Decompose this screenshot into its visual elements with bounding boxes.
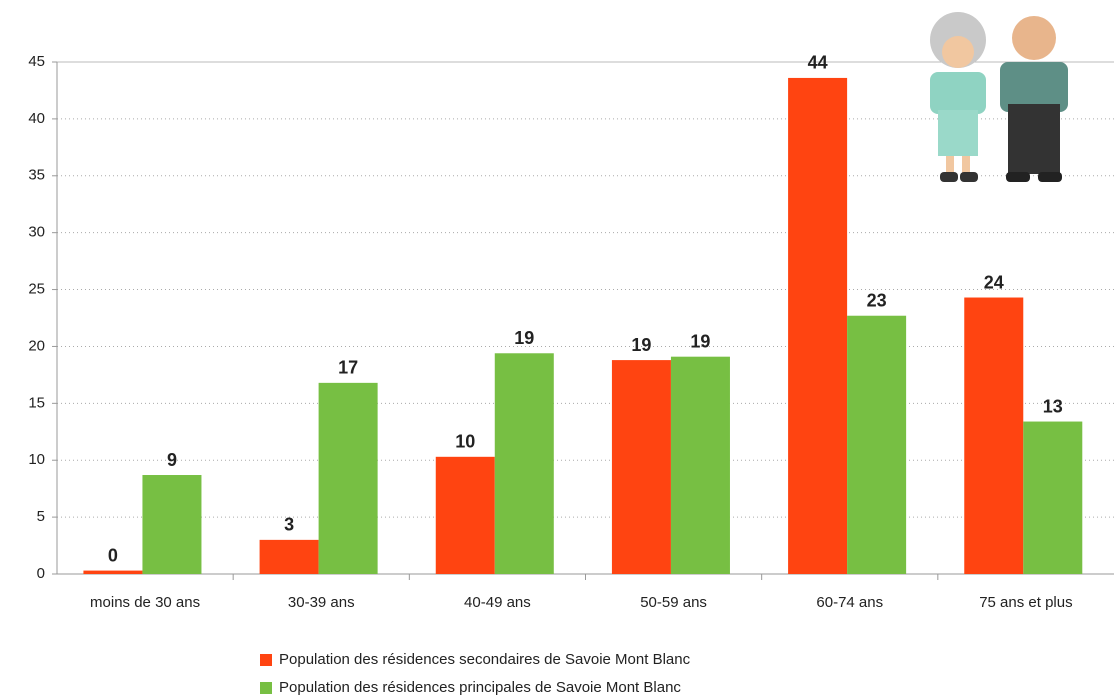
bar [318,382,378,574]
x-tick-label: 40-49 ans [464,594,531,611]
x-tick-label: 60-74 ans [816,594,883,611]
illustration [930,12,1068,182]
bar [964,297,1024,574]
value-label: 23 [867,290,887,310]
y-tick-label: 30 [28,224,45,241]
bar [259,539,319,574]
x-tick-label: moins de 30 ans [90,594,200,611]
bar [494,353,554,574]
bar [435,456,495,574]
value-label: 3 [284,515,294,535]
value-label: 19 [690,331,710,351]
value-label: 13 [1043,396,1063,416]
value-label: 17 [338,358,358,378]
y-tick-label: 25 [28,281,45,298]
y-tick-label: 40 [28,110,45,127]
y-tick-label: 20 [28,337,45,354]
value-label: 9 [167,450,177,470]
legend-swatch [260,654,272,666]
x-tick-label: 75 ans et plus [979,594,1072,611]
value-label: 24 [984,272,1004,292]
legend-label: Population des résidences secondaires de… [279,651,691,668]
value-label: 19 [631,335,651,355]
value-label: 19 [514,328,534,348]
legend-swatch [260,682,272,694]
bar [611,360,671,574]
bar [788,77,848,574]
y-tick-label: 10 [28,451,45,468]
y-tick-label: 0 [37,565,45,582]
y-tick-label: 45 [28,53,45,70]
bar [142,475,202,574]
bar [1023,421,1083,574]
value-label: 10 [455,432,475,452]
bar [83,570,143,574]
y-tick-label: 35 [28,167,45,184]
value-label: 44 [808,53,828,73]
bar [670,356,730,574]
x-tick-label: 50-59 ans [640,594,707,611]
value-label: 0 [108,545,118,565]
y-tick-label: 5 [37,508,45,525]
y-tick-label: 15 [28,394,45,411]
legend-label: Population des résidences principales de… [279,679,681,696]
bar [847,315,907,574]
x-tick-label: 30-39 ans [288,594,355,611]
